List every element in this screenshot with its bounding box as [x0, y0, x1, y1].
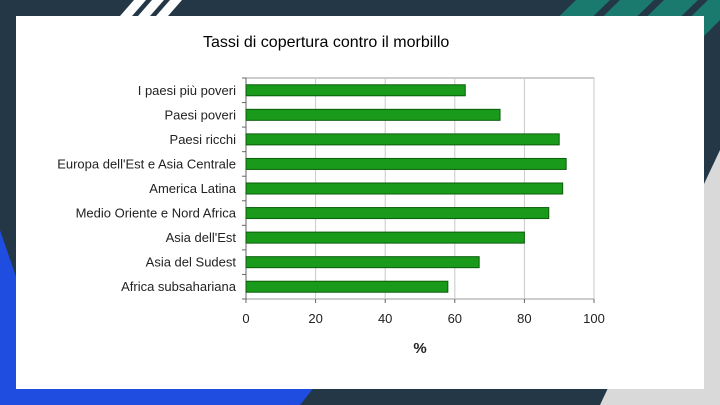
bar — [245, 108, 501, 121]
bar — [245, 207, 550, 220]
x-tick-label: 20 — [308, 311, 322, 326]
bar — [245, 157, 567, 170]
bar — [245, 280, 449, 293]
slide-title: Tassi di copertura contro il morbillo — [203, 34, 450, 51]
x-tick-label: 60 — [448, 311, 462, 326]
category-label: Asia dell'Est — [166, 230, 237, 245]
x-tick-labels: 0 20 40 60 80 100 — [242, 311, 604, 326]
bar — [245, 133, 560, 146]
category-label: Africa subsahariana — [121, 279, 237, 294]
x-tick-label: 80 — [517, 311, 531, 326]
category-label: Paesi poveri — [164, 107, 236, 122]
bar — [245, 84, 466, 97]
x-tick-label: 40 — [378, 311, 392, 326]
bars — [245, 84, 567, 293]
category-labels: I paesi più poveri Paesi poveri Paesi ricc… — [57, 83, 237, 294]
category-label: I paesi più poveri — [138, 83, 236, 98]
bar — [245, 231, 525, 244]
x-tick-label: 0 — [242, 311, 249, 326]
bar — [245, 182, 564, 195]
category-label: Europa dell'Est e Asia Centrale — [57, 156, 236, 171]
bar — [245, 256, 480, 269]
category-label: Asia del Sudest — [146, 255, 237, 270]
category-label: Paesi ricchi — [170, 132, 237, 147]
category-label: America Latina — [149, 181, 236, 196]
category-label: Medio Oriente e Nord Africa — [76, 206, 237, 221]
x-axis-title: % — [413, 340, 426, 357]
x-tick-label: 100 — [583, 311, 605, 326]
